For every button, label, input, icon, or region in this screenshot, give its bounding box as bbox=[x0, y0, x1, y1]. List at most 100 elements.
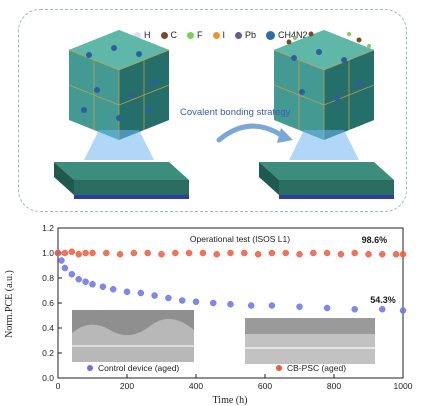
cbpsc-point bbox=[68, 248, 76, 255]
cbpsc-point bbox=[282, 249, 289, 257]
cbpsc-point bbox=[241, 249, 248, 257]
y-tick-label: 0.6 bbox=[42, 298, 54, 308]
y-axis-label: Norm.PCE (a.u.) bbox=[4, 270, 15, 338]
cbpsc-point bbox=[392, 251, 400, 258]
control-point bbox=[61, 264, 69, 272]
control-point bbox=[89, 281, 96, 288]
cbpsc-point bbox=[116, 251, 124, 258]
control-point bbox=[268, 302, 276, 309]
legend-pb: Pb bbox=[235, 30, 256, 40]
y-tick-label: 0.4 bbox=[42, 323, 54, 333]
x-tick-label: 1000 bbox=[394, 381, 413, 391]
chart-title: Operational test (ISOS L1) bbox=[190, 234, 290, 244]
control-point bbox=[323, 304, 331, 312]
cbpsc-point bbox=[75, 251, 82, 258]
x-tick-label: 600 bbox=[258, 381, 272, 391]
cbpsc-annotation: 98.6% bbox=[362, 235, 388, 245]
transform-arrow-icon bbox=[216, 123, 293, 143]
control-point bbox=[123, 288, 131, 295]
legend-f-label: F bbox=[197, 30, 203, 40]
cbpsc-point bbox=[323, 249, 331, 257]
control-point bbox=[82, 278, 89, 285]
control-point bbox=[351, 306, 358, 313]
x-tick-label: 200 bbox=[120, 381, 134, 391]
y-tick-label: 0.0 bbox=[42, 373, 54, 383]
cbpsc-point bbox=[310, 249, 317, 257]
legend-control-marker bbox=[87, 365, 93, 371]
legend-c-label: C bbox=[170, 30, 178, 40]
control-point bbox=[109, 286, 117, 293]
cbpsc-point bbox=[199, 249, 207, 257]
control-point bbox=[137, 289, 145, 297]
control-point bbox=[399, 307, 407, 314]
left-film-icon bbox=[54, 162, 189, 199]
right-crystal-icon bbox=[273, 30, 375, 160]
ch4n2-dot-icon bbox=[266, 30, 276, 40]
c-dot-icon bbox=[160, 31, 168, 39]
i-dot-icon bbox=[212, 31, 220, 39]
cbpsc-point bbox=[227, 249, 234, 257]
y-tick-label: 0.2 bbox=[42, 348, 54, 358]
chart-legend: Control device (aged) CB-PSC (aged) bbox=[87, 363, 346, 373]
cbpsc-point bbox=[61, 249, 69, 257]
h-dot-icon bbox=[134, 31, 141, 39]
sem-image-control bbox=[72, 310, 194, 362]
cbpsc-point bbox=[54, 249, 62, 257]
control-point bbox=[68, 271, 76, 278]
legend-c: C bbox=[160, 30, 178, 40]
legend-i: I bbox=[212, 30, 226, 40]
sem-image-cbpsc bbox=[245, 318, 375, 364]
cbpsc-point bbox=[213, 251, 220, 258]
control-point bbox=[58, 257, 65, 264]
cbpsc-point bbox=[82, 249, 89, 257]
legend-pb-label: Pb bbox=[245, 30, 257, 40]
x-ticks: 0 200 400 600 800 1000 bbox=[56, 374, 413, 391]
y-ticks: 0.0 0.2 0.4 0.6 0.8 1.0 1.2 bbox=[42, 223, 62, 383]
control-point bbox=[192, 298, 200, 305]
legend-f: F bbox=[187, 30, 203, 40]
schematic-panel: H C F I Pb CH4N2 bbox=[18, 9, 407, 212]
control-point bbox=[296, 303, 303, 310]
cbpsc-point bbox=[365, 251, 372, 258]
legend-ch4n2: CH4N2 bbox=[266, 30, 308, 40]
cbpsc-point bbox=[254, 251, 262, 258]
x-tick-label: 400 bbox=[189, 381, 203, 391]
pce-chart: 0.00.20.40.60.81.01.2 0 200 400 600 800 1000 … bbox=[4, 223, 413, 406]
legend-h: H bbox=[134, 30, 151, 40]
control-point bbox=[151, 292, 158, 299]
f-dot-icon bbox=[187, 31, 194, 39]
cbpsc-point bbox=[172, 249, 179, 257]
cbpsc-point bbox=[158, 251, 165, 258]
cbpsc-point bbox=[399, 251, 407, 258]
control-point bbox=[379, 306, 386, 313]
y-tick-label: 1.0 bbox=[42, 248, 54, 258]
data-series bbox=[54, 248, 407, 314]
x-tick-label: 0 bbox=[56, 381, 61, 391]
cbpsc-point bbox=[130, 249, 138, 257]
control-point bbox=[227, 301, 234, 308]
pb-dot-icon bbox=[235, 31, 243, 39]
legend-h-label: H bbox=[144, 30, 151, 40]
cbpsc-point bbox=[89, 249, 96, 257]
control-annotation: 54.3% bbox=[370, 295, 396, 305]
right-film-icon bbox=[259, 162, 394, 199]
strategy-label: Covalent bonding strategy bbox=[180, 107, 291, 118]
cbpsc-point bbox=[144, 249, 151, 257]
legend-ch4n2-label: CH4N2 bbox=[278, 30, 308, 40]
y-tick-label: 1.2 bbox=[42, 223, 54, 233]
control-point bbox=[75, 276, 82, 283]
control-point bbox=[99, 283, 107, 290]
cbpsc-point bbox=[268, 249, 276, 257]
cbpsc-point bbox=[296, 251, 303, 258]
control-point bbox=[210, 299, 217, 307]
x-tick-label: 800 bbox=[327, 381, 341, 391]
cbpsc-point bbox=[337, 251, 345, 258]
control-point bbox=[247, 302, 255, 309]
atom-legend: H C F I Pb CH4N2 bbox=[134, 30, 308, 40]
cbpsc-point bbox=[103, 249, 110, 257]
legend-i-label: I bbox=[222, 30, 226, 40]
cbpsc-point bbox=[351, 249, 358, 257]
x-axis-label: Time (h) bbox=[213, 395, 248, 406]
left-crystal-icon bbox=[68, 30, 170, 160]
control-point bbox=[165, 294, 172, 302]
